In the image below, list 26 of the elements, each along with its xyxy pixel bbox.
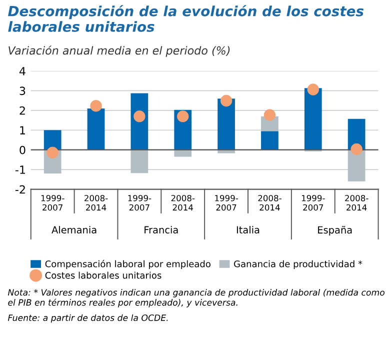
x-tick-label: 1999- 2007 [215, 194, 238, 211]
chart-title: Descomposición de la evolución de los costes laborales unitarios [8, 5, 364, 32]
text: Alemania [52, 226, 96, 234]
y-tick-label: 0 [20, 146, 26, 154]
text: Italia [236, 226, 260, 234]
y-tick-label: -1 [15, 166, 25, 174]
x-tick-label: 2008- 2014 [345, 194, 368, 211]
text: Nota: * Valores negativos indican una ganancia de productividad laboral (medida como el PIB en términos reales por empleado), y viceversa. [8, 288, 385, 308]
x-tick-label: 1999- 2007 [302, 194, 325, 211]
chart-subtitle: Variación anual media en el periodo (%) [8, 46, 230, 57]
text: España [318, 226, 352, 236]
text: Francia [144, 226, 178, 234]
source-note: Fuente: a partir de datos de la OCDE. [8, 314, 168, 323]
y-tick-label: -2 [15, 185, 25, 194]
x-tick-label: 1999- 2007 [41, 194, 64, 211]
y-tick-label: 3 [20, 86, 26, 96]
y-tick-label: 2 [20, 106, 25, 115]
y-tick-label: 4 [19, 67, 26, 76]
x-tick-label: 1999- 2007 [128, 194, 152, 211]
legend-label: Costes laborales unitarios [45, 272, 162, 279]
x-tick-label: 2008- 2014 [258, 194, 282, 211]
legend-label: Compensación laboral por empleado [45, 260, 210, 270]
x-tick-label: 2008- 2014 [171, 194, 195, 211]
x-tick-label: 2008- 2014 [84, 194, 108, 211]
legend-label: Ganancia de productividad * [234, 260, 362, 270]
y-tick-label: 1 [20, 126, 25, 134]
